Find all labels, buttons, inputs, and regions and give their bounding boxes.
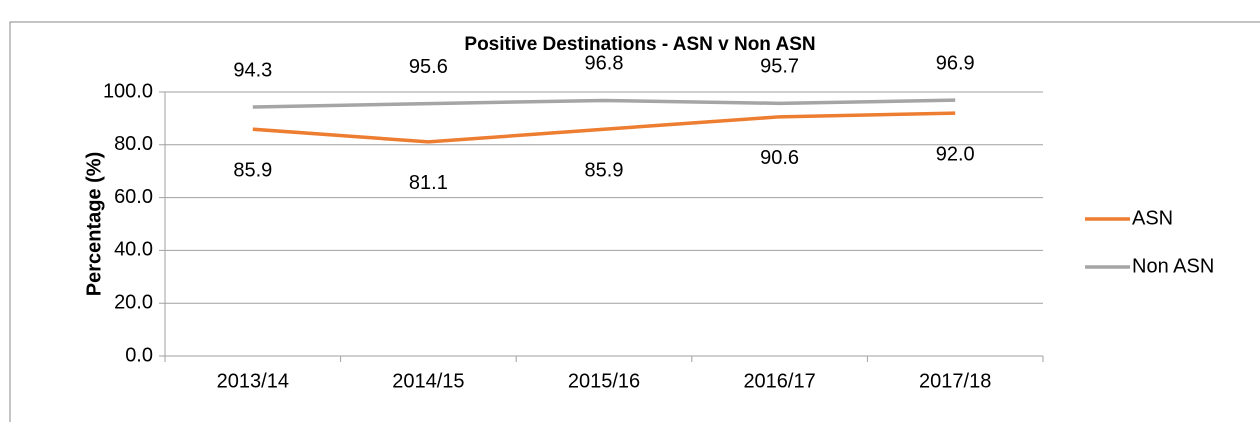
data-label: 85.9 (585, 160, 624, 182)
data-label: 92.0 (936, 143, 975, 165)
legend-label: Non ASN (1132, 255, 1214, 277)
data-label: 96.9 (936, 52, 975, 74)
series-line (252, 98, 956, 109)
y-tick-label: 40.0 (114, 239, 153, 261)
data-label: 81.1 (409, 172, 448, 194)
data-label: 90.6 (760, 147, 799, 169)
series-line (252, 111, 956, 144)
x-tick-label: 2015/16 (568, 370, 640, 392)
y-tick-label: 60.0 (114, 186, 153, 208)
data-label: 94.3 (233, 59, 272, 81)
x-tick-label: 2013/14 (217, 370, 289, 392)
chart-title: Positive Destinations - ASN v Non ASN (464, 34, 815, 55)
y-tick-label: 0.0 (125, 344, 153, 366)
x-tick-label: 2016/17 (743, 370, 815, 392)
y-tick-label: 100.0 (103, 80, 153, 102)
chart-frame (9, 21, 1260, 422)
data-label: 95.7 (760, 56, 799, 78)
data-label: 96.8 (585, 53, 624, 75)
legend-label: ASN (1132, 207, 1173, 229)
x-tick-label: 2014/15 (392, 370, 464, 392)
y-tick-label: 80.0 (114, 133, 153, 155)
x-tick-label: 2017/18 (919, 370, 991, 392)
y-tick-label: 20.0 (114, 291, 153, 313)
y-axis-label: Percentage (%) (83, 152, 105, 297)
data-label: 85.9 (233, 160, 272, 182)
data-label: 95.6 (409, 56, 448, 78)
